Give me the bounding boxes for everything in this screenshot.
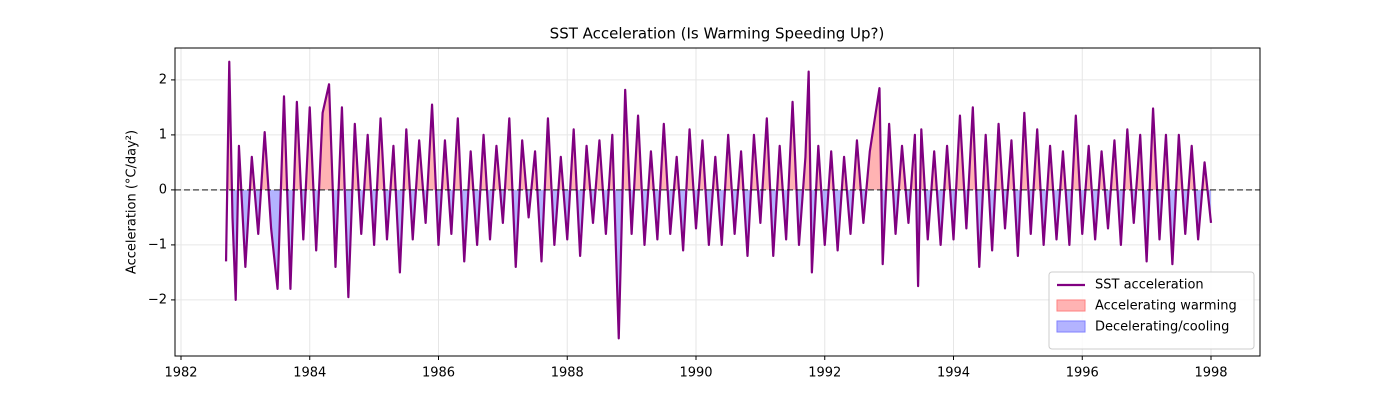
x-tick-label: 1992 — [808, 366, 841, 381]
x-tick-label: 1998 — [1194, 366, 1227, 381]
legend-swatch — [1056, 320, 1086, 333]
plot-frame — [174, 47, 1261, 357]
y-tick-label: 0 — [159, 182, 167, 197]
x-tick-label: 1996 — [1066, 366, 1099, 381]
y-tick-label: −1 — [148, 237, 167, 252]
legend-box — [1048, 271, 1255, 350]
x-tick-label: 1990 — [679, 366, 712, 381]
chart-title: SST Acceleration (Is Warming Speeding Up… — [550, 25, 885, 43]
fill-positive — [227, 61, 1208, 190]
legend-swatch — [1056, 299, 1086, 312]
x-tick-label: 1982 — [164, 366, 197, 381]
y-tick-label: −2 — [148, 292, 167, 307]
legend-label: SST acceleration — [1095, 278, 1204, 293]
x-tick-label: 1986 — [422, 366, 455, 381]
series-line — [224, 60, 1213, 340]
x-tick-label: 1994 — [937, 366, 970, 381]
legend-label: Accelerating warming — [1095, 299, 1237, 314]
y-tick-label: 2 — [159, 72, 167, 87]
x-tick-label: 1984 — [293, 366, 326, 381]
y-axis-label: Acceleration (°C/day²) — [125, 130, 140, 274]
legend-label: Decelerating/cooling — [1095, 320, 1229, 335]
y-tick-label: 1 — [159, 127, 167, 142]
plot-area — [175, 60, 1260, 340]
x-tick-label: 1988 — [551, 366, 584, 381]
